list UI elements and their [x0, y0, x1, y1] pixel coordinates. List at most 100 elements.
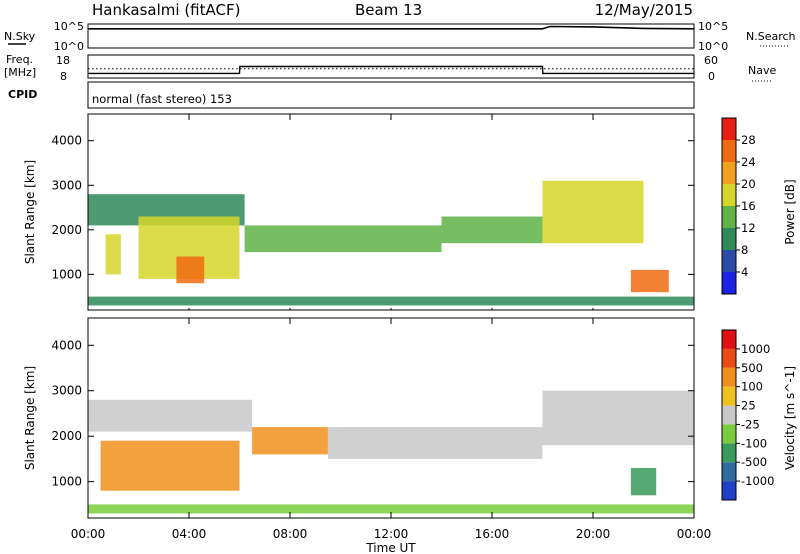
power-ytick-label-0: 4000 [51, 134, 82, 148]
velocity-colorbar-label: Velocity [m s^-1] [783, 366, 797, 470]
velocity-ytick-label-3: 1000 [51, 475, 82, 489]
velocity-yaxis: 4000 3000 2000 1000 [51, 338, 694, 489]
nsky-line [88, 25, 695, 30]
power-ytick-label-2: 2000 [51, 223, 82, 237]
power-region-8 [88, 296, 694, 306]
power-region-6 [542, 180, 644, 244]
freq-label-1: Freq. [6, 53, 33, 66]
nave-tick-bottom: 0 [708, 70, 715, 83]
velocity-colorbar-tick-label-3: 25 [741, 399, 756, 413]
power-ytick-label-3: 1000 [51, 267, 82, 281]
x-tick-label-5: 20:00 [576, 527, 611, 541]
velocity-colorbar-swatch-2 [722, 443, 736, 463]
velocity-colorbar-tick-label-4: -25 [741, 417, 760, 431]
velocity-colorbar-tick-label-5: -100 [741, 436, 767, 450]
velocity-colorbar-swatch-1 [722, 462, 736, 482]
station-title: Hankasalmi (fitACF) [92, 1, 240, 19]
velocity-colorbar-tick-label-1: 500 [741, 361, 763, 375]
velocity-panel: 4000 3000 2000 1000 Slant Range [km] 1000 50… [23, 317, 797, 519]
velocity-colorbar: 1000 500 100 25 -25 -100 -500 -1000 [721, 329, 774, 501]
freq-label-2: [MHz] [4, 66, 36, 79]
beam-title: Beam 13 [355, 1, 422, 19]
freq-tick-bottom: 8 [60, 70, 67, 83]
freq-panel: Freq. [MHz] 18 8 Nave 60 0 [4, 53, 776, 83]
power-colorbar-tick-label-4: 12 [741, 221, 756, 235]
x-tick-label-6: 00:00 [677, 527, 712, 541]
velocity-colorbar-tick-label-2: 100 [741, 380, 763, 394]
velocity-colorbar-swatch-4 [722, 405, 736, 425]
velocity-ytick-label-2: 2000 [51, 429, 82, 443]
noise-panel: N.Sky 10^5 10^0 N.Search 10^5 10^0 [4, 20, 796, 53]
velocity-region-3 [327, 427, 543, 459]
cpid-panel: CPID normal (fast stereo) 153 [8, 81, 695, 109]
nsearch-tick-top: 10^5 [698, 20, 728, 33]
velocity-colorbar-swatch-8 [722, 330, 736, 349]
velocity-colorbar-tick-label-0: 1000 [741, 342, 770, 356]
power-colorbar-swatch-0 [722, 272, 736, 294]
power-colorbar-swatch-6 [722, 140, 736, 162]
power-region-5 [441, 216, 543, 244]
power-colorbar-swatch-2 [722, 228, 736, 250]
velocity-colorbar-frame [721, 329, 737, 501]
nsky-tick-bottom: 10^0 [54, 40, 84, 53]
velocity-region-2 [252, 427, 328, 455]
power-region-4 [244, 225, 442, 253]
velocity-ytick-label-0: 4000 [51, 338, 82, 352]
nave-label: Nave [748, 64, 776, 77]
x-axis-label: Time UT [365, 541, 416, 554]
power-panel: 4000 3000 2000 1000 Slant Range [km] 28 24 20… [23, 113, 797, 311]
x-axis: 00:00 04:00 08:00 12:00 16:00 20:00 00:00 [71, 114, 712, 541]
power-colorbar-swatch-1 [722, 250, 736, 272]
velocity-colorbar-swatch-6 [722, 367, 736, 387]
power-colorbar-swatch-3 [722, 206, 736, 228]
power-yaxis: 4000 3000 2000 1000 [51, 134, 694, 281]
velocity-region-6 [88, 504, 694, 514]
x-tick-label-0: 00:00 [71, 527, 106, 541]
velocity-colorbar-swatch-7 [722, 348, 736, 368]
velocity-regions [88, 390, 694, 514]
x-tick-label-4: 16:00 [475, 527, 510, 541]
power-colorbar-tick-label-0: 28 [741, 133, 756, 147]
power-ylabel: Slant Range [km] [23, 160, 37, 264]
power-colorbar-tick-label-6: 4 [741, 265, 748, 279]
power-ytick-label-1: 3000 [51, 178, 82, 192]
power-region-7 [630, 269, 669, 293]
power-colorbar-swatch-4 [722, 184, 736, 206]
date-title: 12/May/2015 [595, 1, 693, 19]
power-region-1 [105, 234, 121, 275]
power-colorbar-swatch-5 [722, 162, 736, 184]
cpid-label: CPID [8, 88, 37, 101]
power-colorbar: 28 24 20 16 12 8 4 [721, 117, 756, 295]
velocity-colorbar-swatch-5 [722, 386, 736, 406]
velocity-ytick-label-1: 3000 [51, 384, 82, 398]
velocity-colorbar-swatch-0 [722, 481, 736, 500]
power-regions [88, 180, 694, 306]
power-colorbar-tick-label-3: 16 [741, 199, 756, 213]
nsky-tick-top: 10^5 [54, 20, 84, 33]
power-colorbar-label: Power [dB] [783, 179, 797, 244]
freq-tick-top: 18 [56, 54, 70, 67]
nsearch-label: N.Search [746, 30, 796, 43]
x-tick-label-2: 08:00 [273, 527, 308, 541]
velocity-ylabel: Slant Range [km] [23, 366, 37, 470]
power-region-3 [176, 256, 205, 284]
power-colorbar-tick-label-2: 20 [741, 177, 756, 191]
power-colorbar-tick-label-5: 8 [741, 243, 748, 257]
velocity-region-0 [88, 399, 253, 432]
x-tick-label-3: 12:00 [374, 527, 409, 541]
x-tick-label-1: 04:00 [172, 527, 207, 541]
velocity-region-4 [542, 390, 694, 446]
velocity-colorbar-tick-label-6: -500 [741, 455, 767, 469]
velocity-region-5 [630, 468, 657, 496]
nsky-label: N.Sky [4, 30, 36, 43]
velocity-region-1 [100, 440, 240, 491]
freq-line [88, 65, 694, 75]
velocity-colorbar-tick-label-7: -1000 [741, 474, 774, 488]
nsearch-tick-bottom: 10^0 [698, 40, 728, 53]
nave-tick-top: 60 [704, 54, 718, 67]
power-colorbar-swatch-7 [722, 118, 736, 140]
velocity-colorbar-swatch-3 [722, 424, 736, 444]
cpid-text: normal (fast stereo) 153 [92, 92, 232, 106]
power-colorbar-tick-label-1: 24 [741, 155, 756, 169]
